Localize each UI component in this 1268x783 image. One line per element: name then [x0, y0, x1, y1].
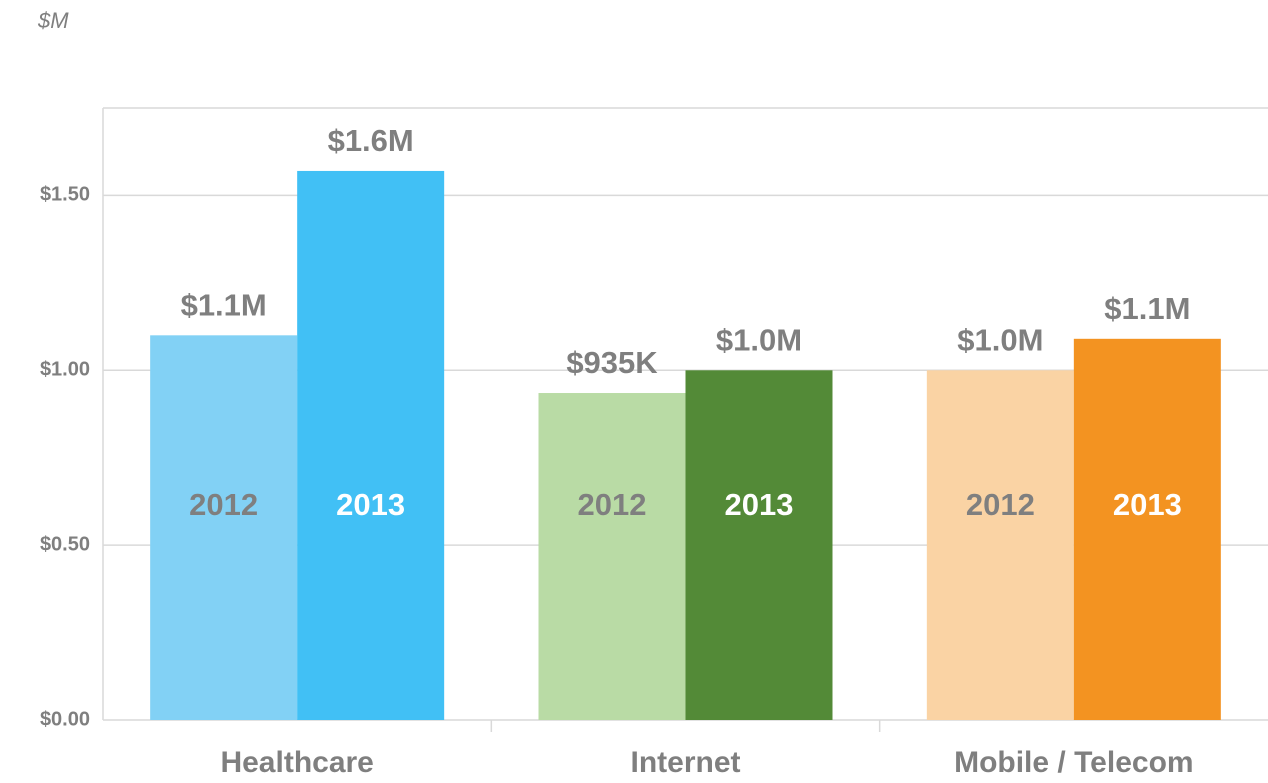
bar	[1073, 338, 1221, 720]
bar	[926, 370, 1074, 720]
y-tick-label: $0.50	[40, 533, 90, 555]
value-label: $935K	[566, 345, 658, 380]
series-label: 2012	[966, 487, 1035, 522]
series-label: 2013	[1113, 487, 1182, 522]
bar	[297, 170, 445, 720]
y-axis-label: $M	[37, 8, 69, 33]
x-tick-label: Healthcare	[220, 746, 373, 779]
value-label: $1.0M	[716, 322, 802, 357]
series-label: 2013	[725, 487, 794, 522]
bar	[150, 335, 298, 720]
series-label: 2013	[336, 487, 405, 522]
x-tick-label: Mobile / Telecom	[954, 746, 1194, 779]
y-tick-label: $1.50	[40, 184, 90, 206]
value-label: $1.6M	[328, 123, 414, 158]
x-tick-label: Internet	[630, 746, 740, 779]
value-label: $1.0M	[957, 322, 1043, 357]
y-tick-label: $0.00	[40, 708, 90, 730]
series-label: 2012	[189, 487, 258, 522]
bar	[685, 370, 833, 720]
value-label: $1.1M	[181, 288, 267, 323]
bar	[538, 393, 686, 720]
series-label: 2012	[578, 487, 647, 522]
value-label: $1.1M	[1104, 291, 1190, 326]
y-tick-label: $1.00	[40, 359, 90, 381]
